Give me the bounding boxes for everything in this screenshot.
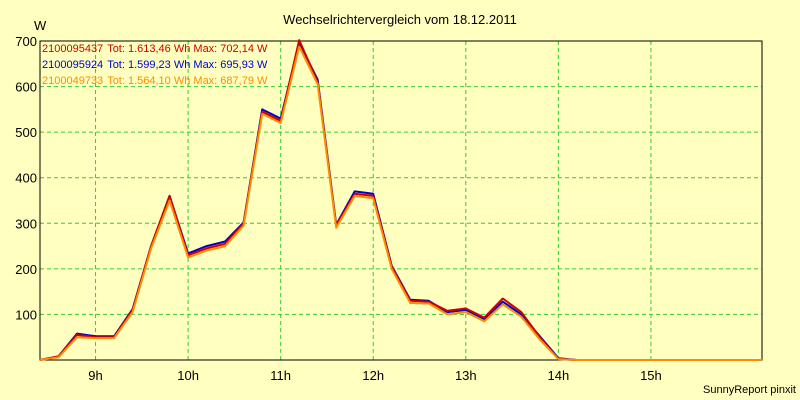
- series-line-2100049733: [39, 45, 762, 361]
- legend-series-name: 2100095924: [42, 59, 103, 71]
- x-tick-label: 12h: [362, 368, 384, 383]
- legend-entry-2100095437: 2100095437 Tot: 1.613,46 Wh Max: 702,14 W: [42, 43, 268, 55]
- x-tick-label: 9h: [88, 368, 102, 383]
- x-tick-label: 13h: [455, 368, 477, 383]
- legend-series-stats: Tot: 1.564,10 Wh Max: 687,79 W: [107, 75, 268, 87]
- axes: 100 200 300 400 500 600 700 9h 10h 11h 12h 13h 14h 15…: [15, 34, 763, 383]
- legend-series-name: 2100049733: [42, 75, 103, 87]
- legend: 2100095437 Tot: 1.613,46 Wh Max: 702,14 W…: [42, 43, 268, 87]
- plot-frame: [39, 40, 763, 361]
- x-tick-label: 10h: [177, 368, 199, 383]
- chart-title: Wechselrichtervergleich vom 18.12.2011: [283, 12, 517, 27]
- legend-series-name: 2100095437: [42, 43, 103, 55]
- y-tick-label: 700: [15, 34, 37, 49]
- legend-entry-2100095924: 2100095924 Tot: 1.599,23 Wh Max: 695,93 W: [42, 59, 268, 71]
- x-tick-label: 15h: [640, 368, 662, 383]
- y-tick-label: 300: [15, 216, 37, 231]
- y-tick-label: 400: [15, 171, 37, 186]
- series-lines: [39, 39, 762, 361]
- y-tick-label: 500: [15, 125, 37, 140]
- legend-series-stats: Tot: 1.613,46 Wh Max: 702,14 W: [107, 43, 268, 55]
- x-tick-label: 11h: [270, 368, 291, 383]
- y-tick-label: 100: [15, 307, 37, 322]
- y-tick-label: 200: [15, 262, 37, 277]
- y-tick-label: 600: [15, 80, 37, 95]
- footer-credit: SunnyReport pinxit: [703, 384, 796, 396]
- x-tick-label: 14h: [548, 368, 570, 383]
- y-axis-unit-label: W: [34, 18, 47, 33]
- legend-entry-2100049733: 2100049733 Tot: 1.564,10 Wh Max: 687,79 W: [42, 75, 268, 87]
- legend-series-stats: Tot: 1.599,23 Wh Max: 695,93 W: [107, 59, 268, 71]
